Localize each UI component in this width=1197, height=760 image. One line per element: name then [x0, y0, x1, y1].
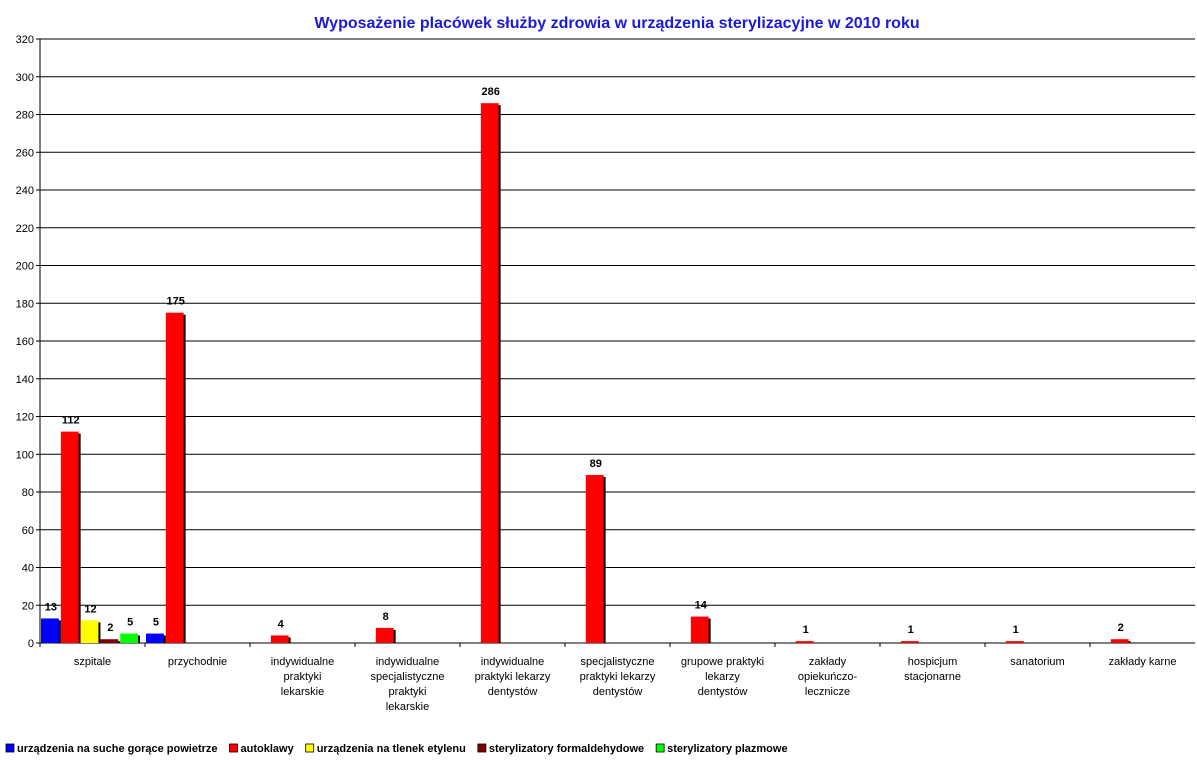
- legend-swatch: [5, 743, 15, 753]
- x-tick-label: zakłady karne: [1109, 656, 1177, 668]
- chart-title: Wyposażenie placówek służby zdrowia w ur…: [314, 15, 919, 32]
- y-tick-label: 320: [16, 34, 34, 46]
- bar: [585, 475, 604, 643]
- y-tick-label: 40: [22, 563, 34, 575]
- legend-label: sterylizatory plazmowe: [667, 743, 787, 755]
- bar: [1110, 639, 1129, 643]
- bar: [375, 627, 394, 643]
- data-label: 112: [62, 415, 80, 427]
- data-label: 14: [695, 600, 708, 612]
- data-label: 4: [278, 618, 285, 630]
- x-tick-label: indywidualne praktyki lekarskie: [271, 656, 335, 698]
- legend-label: sterylizatory formaldehydowe: [489, 743, 644, 755]
- bar: [690, 616, 709, 643]
- bar: [100, 639, 119, 643]
- data-label: 12: [84, 603, 96, 615]
- x-tick-label: indywidualne specjalistyczne praktyki lekar…: [371, 656, 445, 713]
- bar: [60, 431, 79, 643]
- bar: [270, 635, 289, 643]
- data-label: 2: [107, 622, 113, 634]
- y-tick-label: 0: [28, 638, 34, 650]
- data-label: 286: [482, 86, 500, 98]
- data-label: 5: [127, 617, 133, 629]
- y-tick-label: 180: [16, 298, 34, 310]
- data-label: 8: [383, 611, 389, 623]
- legend-swatch: [477, 743, 487, 753]
- x-tick-label: grupowe praktyki lekarzy dentystów: [681, 656, 764, 698]
- y-tick-label: 280: [16, 110, 34, 122]
- y-tick-label: 160: [16, 336, 34, 348]
- x-tick-label: zakłady opiekuńczo-lecznicze: [798, 656, 858, 698]
- y-tick-label: 200: [16, 261, 34, 273]
- bar: [1005, 641, 1024, 643]
- y-tick-label: 220: [16, 223, 34, 235]
- x-tick-label: indywidualne praktyki lekarzy dentystów: [475, 656, 551, 698]
- bar: [900, 641, 919, 643]
- y-tick-label: 100: [16, 449, 34, 461]
- y-tick-label: 60: [22, 525, 34, 537]
- x-tick-label: sanatorium: [1010, 656, 1064, 668]
- data-label: 1: [803, 624, 809, 636]
- legend-label: autoklawy: [241, 743, 295, 755]
- bar: [120, 633, 139, 643]
- bar: [80, 620, 99, 643]
- legend-swatch: [305, 743, 315, 753]
- y-tick-label: 260: [16, 147, 34, 159]
- bar: [146, 633, 164, 643]
- y-tick-label: 300: [16, 72, 34, 84]
- legend-label: urządzenia na suche gorące powietrze: [17, 743, 218, 755]
- bar: [41, 618, 59, 643]
- data-label: 5: [153, 617, 159, 629]
- bar: [165, 312, 184, 643]
- legend-swatch: [655, 743, 665, 753]
- data-label: 1: [908, 624, 914, 636]
- legend-label: urządzenia na tlenek etylenu: [317, 743, 466, 755]
- data-label: 2: [1118, 622, 1124, 634]
- data-label: 89: [590, 458, 602, 470]
- x-tick-label: specjalistyczne praktyki lekarzy dentystów: [580, 656, 656, 698]
- x-tick-label: przychodnie: [168, 656, 227, 668]
- y-tick-label: 140: [16, 374, 34, 386]
- y-tick-label: 20: [22, 600, 34, 612]
- bar: [795, 641, 814, 643]
- data-label: 1: [1013, 624, 1019, 636]
- data-label: 13: [45, 601, 57, 613]
- y-tick-label: 120: [16, 412, 34, 424]
- x-tick-label: szpitale: [74, 656, 111, 668]
- data-label: 175: [167, 296, 185, 308]
- y-tick-label: 80: [22, 487, 34, 499]
- x-tick-label: hospicjum stacjonarne: [904, 656, 961, 683]
- y-tick-label: 240: [16, 185, 34, 197]
- legend-swatch: [229, 743, 238, 753]
- bar: [480, 103, 499, 644]
